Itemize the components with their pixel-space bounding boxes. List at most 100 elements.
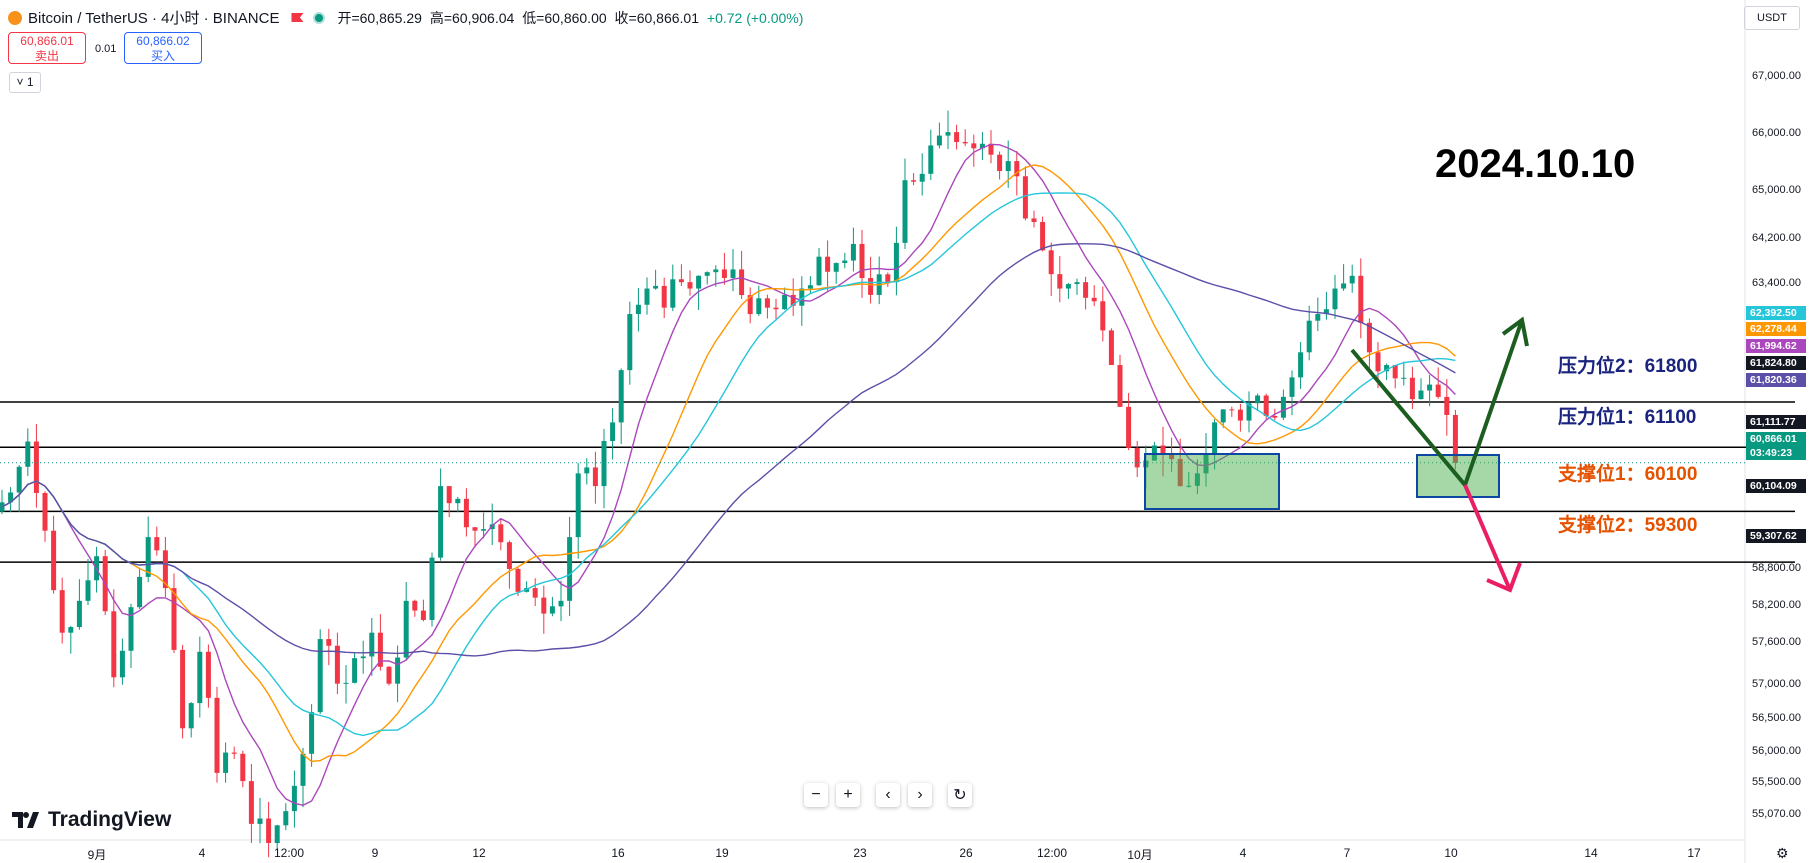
candle-body: [515, 568, 521, 592]
zoom-out-button[interactable]: −: [804, 783, 828, 807]
candle-body: [773, 307, 779, 310]
candle-body: [1100, 301, 1106, 331]
x-axis-label: 17: [1687, 846, 1701, 860]
reset-chart-button[interactable]: ↻: [948, 783, 972, 807]
candle-body: [111, 611, 117, 678]
scroll-left-button[interactable]: ‹: [876, 783, 900, 807]
buy-button[interactable]: 60,866.02 买入: [124, 32, 202, 64]
candle-body: [1083, 282, 1089, 298]
candle-body: [601, 441, 607, 487]
flag-icon[interactable]: [291, 13, 304, 22]
candle-body: [678, 279, 684, 283]
candle-body: [713, 269, 719, 273]
tradingview-logo[interactable]: TradingView: [12, 808, 171, 832]
candle-body: [704, 272, 710, 276]
candle-body: [1040, 222, 1046, 251]
candle-body: [979, 143, 985, 149]
candle-body: [644, 288, 650, 305]
buy-price: 60,866.02: [136, 34, 190, 48]
price-label: 60,866.01: [1746, 432, 1806, 446]
candle-body: [764, 298, 770, 308]
candle-body: [1306, 320, 1312, 353]
candle-body: [610, 422, 616, 442]
candle-body: [1280, 396, 1286, 418]
candle-body: [868, 278, 874, 295]
sell-button[interactable]: 60,866.01 卖出: [8, 32, 86, 64]
candle-body: [756, 298, 762, 315]
candle-body: [1427, 384, 1433, 391]
candle-body: [790, 294, 796, 306]
candle-body: [33, 441, 39, 493]
candle-body: [1392, 365, 1398, 379]
support-zone-1: [1144, 453, 1280, 510]
candle-body: [653, 285, 659, 289]
candle-body: [145, 537, 151, 577]
candle-body: [627, 314, 633, 371]
candle-body: [1022, 176, 1028, 219]
price-label: 62,392.50: [1746, 306, 1806, 320]
candle-body: [807, 285, 813, 289]
candle-body: [1117, 365, 1123, 407]
scroll-right-button[interactable]: ›: [908, 783, 932, 807]
ma-slow-line: [1, 192, 1456, 737]
y-axis-label: 66,000.00: [1752, 127, 1801, 139]
candle-body: [825, 256, 831, 272]
candle-body: [481, 529, 487, 531]
price-label: 03:49:23: [1746, 446, 1806, 460]
candle-body: [1091, 297, 1097, 302]
zoom-in-button[interactable]: +: [836, 783, 860, 807]
candle-body: [472, 527, 478, 531]
ma-long-line: [1, 243, 1456, 657]
candle-body: [1246, 403, 1252, 421]
symbol-title[interactable]: Bitcoin / TetherUS · 4小时 · BINANCE: [28, 10, 280, 27]
candle-body: [911, 180, 917, 182]
resistance-label-1: 压力位1：61100: [1558, 407, 1697, 428]
x-axis-label: 26: [959, 846, 973, 860]
y-axis-label: 64,200.00: [1752, 232, 1801, 244]
candle-body: [885, 274, 891, 283]
candle-body: [1108, 330, 1114, 366]
ma-mid-line: [1, 164, 1456, 763]
candle-body: [721, 269, 727, 278]
candle-body: [1229, 409, 1235, 411]
candle-body: [446, 486, 452, 504]
y-axis-label: 58,800.00: [1752, 562, 1801, 574]
candle-body: [137, 576, 143, 608]
price-label: 61,994.62: [1746, 339, 1806, 353]
settings-icon[interactable]: ⚙: [1776, 845, 1789, 861]
candle-body: [506, 542, 512, 569]
x-axis-label: 23: [853, 846, 867, 860]
candle-body: [369, 632, 375, 657]
candle-body: [747, 295, 753, 315]
candle-body: [850, 243, 856, 261]
candle-body: [541, 597, 547, 614]
candle-body: [291, 785, 297, 812]
candle-body: [592, 467, 598, 487]
x-axis-label: 4: [1239, 846, 1247, 860]
candle-body: [438, 486, 444, 558]
candle-body: [162, 550, 168, 589]
candle-body: [1048, 250, 1054, 275]
candle-body: [1323, 309, 1329, 315]
candle-body: [833, 263, 839, 272]
y-axis-label: 65,000.00: [1752, 184, 1801, 196]
candle-body: [463, 498, 469, 528]
currency-selector[interactable]: USDT: [1744, 6, 1800, 30]
candle-body: [1349, 275, 1355, 284]
candle-body: [231, 752, 237, 754]
candle-body: [343, 682, 349, 684]
candle-body: [429, 557, 435, 620]
candle-body: [403, 600, 409, 658]
candle-body: [1444, 396, 1450, 415]
candle-body: [240, 753, 246, 782]
candle-body: [816, 256, 822, 286]
candle-body: [326, 639, 332, 646]
x-axis-label: 10: [1444, 846, 1458, 860]
indicator-toggle[interactable]: ˅ 1: [9, 72, 41, 93]
candle-body: [1452, 414, 1458, 463]
x-axis-label: 9: [371, 846, 379, 860]
candle-body: [248, 781, 254, 824]
candle-body: [1298, 352, 1304, 378]
candle-body: [171, 588, 177, 650]
